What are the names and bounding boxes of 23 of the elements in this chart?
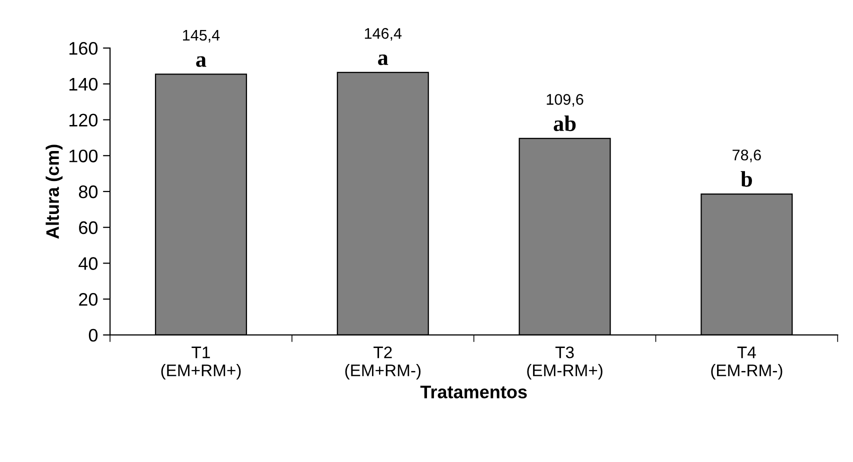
x-axis-title: Tratamentos [420, 386, 527, 398]
annotation: a [196, 56, 206, 67]
x-tick-label: T2 (EM+RM-) [345, 346, 421, 380]
annotation: ab [554, 115, 576, 132]
y-tick-label: 20 [79, 293, 98, 306]
data-label: 109,6 [546, 94, 584, 107]
y-axis-title: Altura (cm) [46, 144, 63, 239]
data-label: 146,4 [364, 28, 402, 41]
y-tick-label: 160 [69, 42, 98, 55]
data-label: 145,4 [183, 30, 220, 42]
y-tick-label: 80 [78, 185, 98, 198]
x-tick-label: T1 (EM+RM+) [161, 346, 241, 380]
y-tick-label: 40 [78, 257, 98, 270]
y-tick-label: 60 [79, 221, 98, 234]
y-tick-label: 120 [69, 114, 98, 126]
x-tick-label: T4 (EM-RM-) [711, 346, 782, 380]
data-label: 78,6 [732, 150, 761, 162]
annotation: b [740, 171, 752, 187]
x-tick-label: T3 (EM-RM+) [527, 346, 602, 380]
y-tick-label: 0 [88, 328, 98, 342]
y-tick-label: 100 [69, 150, 98, 162]
annotation: a [378, 54, 388, 66]
y-tick-label: 140 [69, 78, 98, 91]
